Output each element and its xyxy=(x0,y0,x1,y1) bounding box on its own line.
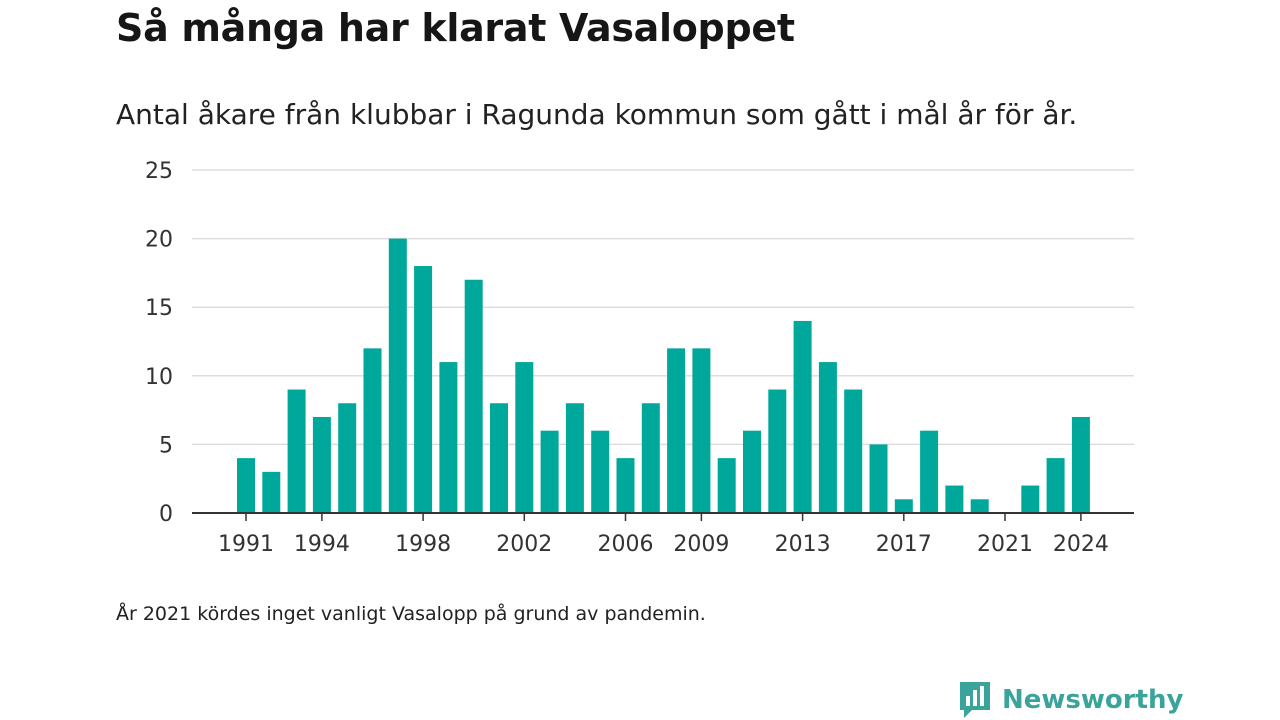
bar xyxy=(287,389,306,513)
bar xyxy=(1021,485,1040,513)
bar xyxy=(768,389,787,513)
bar xyxy=(237,458,255,513)
x-tick-label: 2006 xyxy=(598,532,654,557)
bar xyxy=(818,362,837,513)
x-tick-label: 2021 xyxy=(977,532,1033,557)
bar xyxy=(464,279,483,513)
bar xyxy=(692,348,711,513)
bar xyxy=(945,485,964,513)
x-tick-label: 2002 xyxy=(496,532,552,557)
y-tick-label: 20 xyxy=(145,228,173,253)
bar xyxy=(1046,458,1065,513)
bar xyxy=(540,430,559,513)
brand-name: Newsworthy xyxy=(1002,685,1184,715)
bar xyxy=(338,403,357,513)
bar xyxy=(641,403,660,513)
x-tick-label: 2024 xyxy=(1053,532,1109,557)
bar xyxy=(970,499,989,513)
bar xyxy=(490,403,508,513)
newsworthy-logo-icon xyxy=(960,682,990,718)
x-tick-label: 2017 xyxy=(876,532,932,557)
bar xyxy=(515,362,534,513)
y-tick-label: 25 xyxy=(145,159,173,184)
y-tick-label: 5 xyxy=(159,433,173,458)
chart-title: Så många har klarat Vasaloppet xyxy=(116,6,795,50)
x-tick-label: 1994 xyxy=(294,532,350,557)
y-tick-label: 10 xyxy=(145,365,173,390)
bar xyxy=(312,416,331,513)
bar xyxy=(363,348,382,513)
bar xyxy=(262,471,281,513)
bar xyxy=(920,430,939,513)
bar xyxy=(439,362,458,513)
chart-subtitle: Antal åkare från klubbar i Ragunda kommu… xyxy=(116,98,1078,131)
x-tick-label: 1998 xyxy=(395,532,451,557)
bar xyxy=(388,238,407,513)
y-tick-label: 15 xyxy=(145,296,173,321)
bar xyxy=(667,348,686,513)
bar xyxy=(717,458,736,513)
y-tick-label: 0 xyxy=(159,502,173,527)
bar xyxy=(1071,416,1090,513)
chart-footnote: År 2021 kördes inget vanligt Vasalopp på… xyxy=(116,603,706,625)
bar xyxy=(616,458,635,513)
bar xyxy=(743,430,761,513)
bar xyxy=(414,266,433,513)
x-tick-label: 2009 xyxy=(673,532,729,557)
x-tick-label: 2013 xyxy=(775,532,831,557)
bar xyxy=(844,389,863,513)
bar xyxy=(565,403,584,513)
bar xyxy=(793,320,812,513)
bar xyxy=(894,499,913,513)
bar xyxy=(591,430,610,513)
x-tick-label: 1991 xyxy=(218,532,274,557)
bar xyxy=(869,444,888,513)
brand-logo: Newsworthy xyxy=(958,680,1183,720)
